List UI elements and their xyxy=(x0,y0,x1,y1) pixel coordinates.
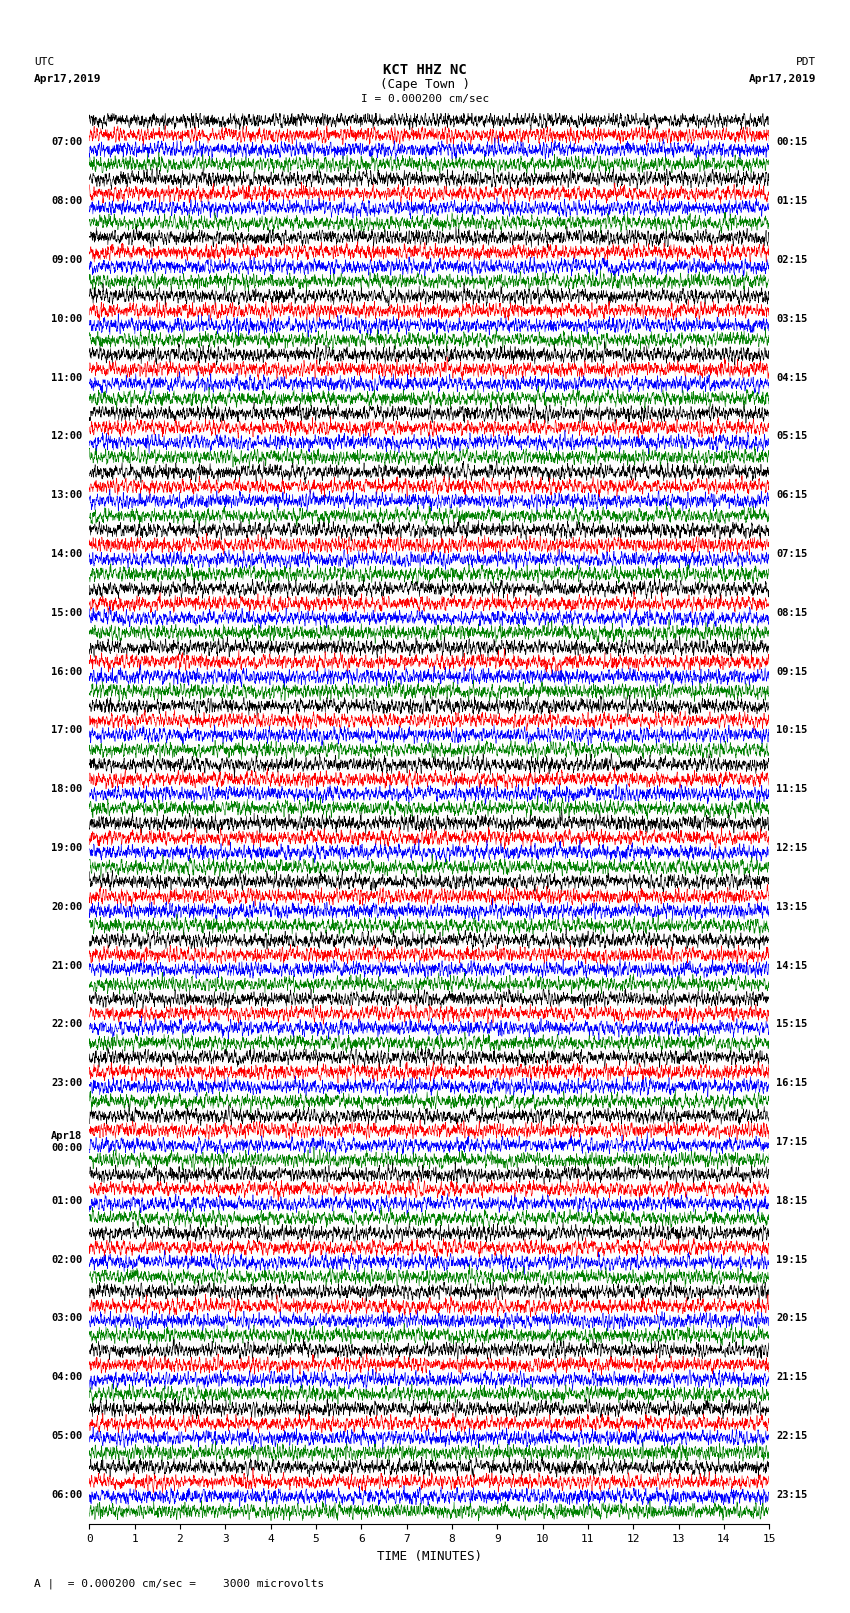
Text: 07:15: 07:15 xyxy=(776,548,808,560)
Text: 13:00: 13:00 xyxy=(51,490,82,500)
Text: 16:00: 16:00 xyxy=(51,666,82,676)
Text: 22:00: 22:00 xyxy=(51,1019,82,1029)
Text: 12:00: 12:00 xyxy=(51,431,82,442)
Text: KCT HHZ NC: KCT HHZ NC xyxy=(383,63,467,77)
X-axis label: TIME (MINUTES): TIME (MINUTES) xyxy=(377,1550,482,1563)
Text: 20:15: 20:15 xyxy=(776,1313,808,1323)
Text: 16:15: 16:15 xyxy=(776,1077,808,1089)
Text: 10:15: 10:15 xyxy=(776,726,808,736)
Text: 17:00: 17:00 xyxy=(51,726,82,736)
Text: 21:15: 21:15 xyxy=(776,1373,808,1382)
Text: (Cape Town ): (Cape Town ) xyxy=(380,77,470,92)
Text: UTC: UTC xyxy=(34,56,54,68)
Text: 09:15: 09:15 xyxy=(776,666,808,676)
Text: 23:15: 23:15 xyxy=(776,1490,808,1500)
Text: 19:15: 19:15 xyxy=(776,1255,808,1265)
Text: 11:15: 11:15 xyxy=(776,784,808,794)
Text: 00:15: 00:15 xyxy=(776,137,808,147)
Text: PDT: PDT xyxy=(796,56,816,68)
Text: 15:15: 15:15 xyxy=(776,1019,808,1029)
Text: 15:00: 15:00 xyxy=(51,608,82,618)
Text: 12:15: 12:15 xyxy=(776,844,808,853)
Text: 10:00: 10:00 xyxy=(51,315,82,324)
Text: Apr17,2019: Apr17,2019 xyxy=(34,74,101,84)
Text: 14:15: 14:15 xyxy=(776,961,808,971)
Text: 18:15: 18:15 xyxy=(776,1195,808,1207)
Text: 21:00: 21:00 xyxy=(51,961,82,971)
Text: Apr17,2019: Apr17,2019 xyxy=(749,74,816,84)
Text: 03:00: 03:00 xyxy=(51,1313,82,1323)
Text: 03:15: 03:15 xyxy=(776,315,808,324)
Text: Apr18
00:00: Apr18 00:00 xyxy=(51,1131,82,1153)
Text: A |  = 0.000200 cm/sec =    3000 microvolts: A | = 0.000200 cm/sec = 3000 microvolts xyxy=(34,1579,324,1589)
Text: 01:15: 01:15 xyxy=(776,197,808,206)
Text: 04:00: 04:00 xyxy=(51,1373,82,1382)
Text: 18:00: 18:00 xyxy=(51,784,82,794)
Text: 08:00: 08:00 xyxy=(51,197,82,206)
Text: 23:00: 23:00 xyxy=(51,1077,82,1089)
Text: 09:00: 09:00 xyxy=(51,255,82,265)
Text: 11:00: 11:00 xyxy=(51,373,82,382)
Text: 22:15: 22:15 xyxy=(776,1431,808,1440)
Text: 04:15: 04:15 xyxy=(776,373,808,382)
Text: 17:15: 17:15 xyxy=(776,1137,808,1147)
Text: 06:00: 06:00 xyxy=(51,1490,82,1500)
Text: 02:00: 02:00 xyxy=(51,1255,82,1265)
Text: 01:00: 01:00 xyxy=(51,1195,82,1207)
Text: 13:15: 13:15 xyxy=(776,902,808,911)
Text: 05:00: 05:00 xyxy=(51,1431,82,1440)
Text: 20:00: 20:00 xyxy=(51,902,82,911)
Text: 06:15: 06:15 xyxy=(776,490,808,500)
Text: 05:15: 05:15 xyxy=(776,431,808,442)
Text: 02:15: 02:15 xyxy=(776,255,808,265)
Text: 07:00: 07:00 xyxy=(51,137,82,147)
Text: 14:00: 14:00 xyxy=(51,548,82,560)
Text: 08:15: 08:15 xyxy=(776,608,808,618)
Text: 19:00: 19:00 xyxy=(51,844,82,853)
Text: I = 0.000200 cm/sec: I = 0.000200 cm/sec xyxy=(361,94,489,105)
